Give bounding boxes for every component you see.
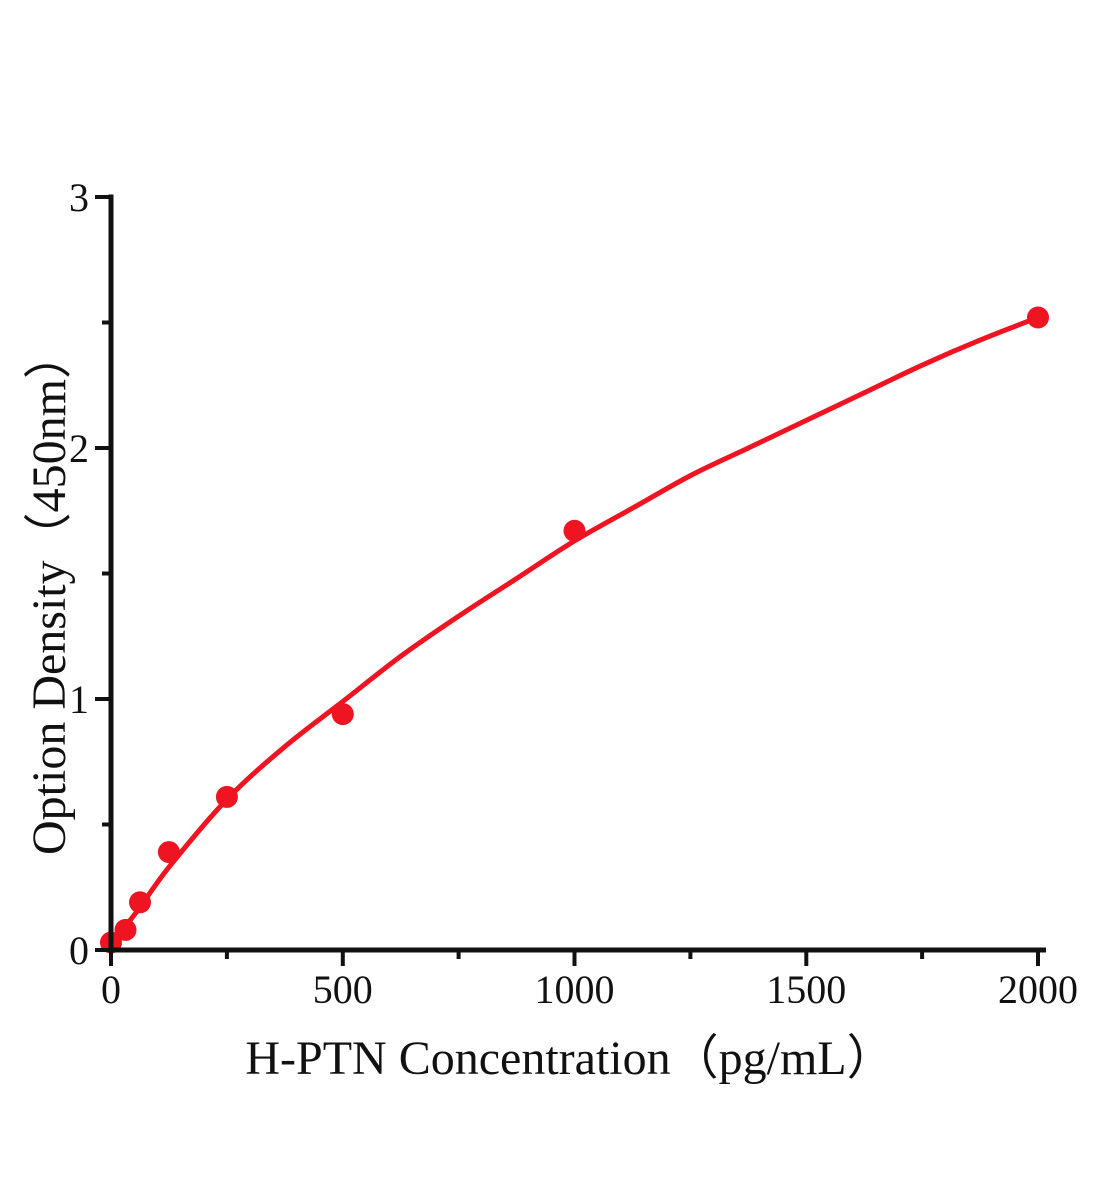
x-tick-label: 1500: [766, 967, 846, 1012]
data-point: [129, 891, 151, 914]
x-tick-label: 1000: [535, 967, 615, 1012]
data-point: [1027, 306, 1049, 329]
data-point: [114, 918, 137, 941]
x-axis-title: H-PTN Concentration（pg/mL）: [245, 1032, 895, 1085]
data-point: [331, 703, 354, 726]
data-point: [157, 841, 180, 864]
data-point: [563, 519, 586, 542]
y-tick-label: 0: [69, 928, 89, 973]
x-tick-label: 500: [313, 967, 373, 1012]
y-axis-title: Option Density（450nm）: [23, 331, 76, 855]
x-tick-label: 0: [101, 967, 121, 1012]
y-tick-label: 3: [69, 175, 89, 220]
fit-curve: [108, 315, 1041, 948]
x-tick-label: 2000: [998, 967, 1078, 1012]
y-tick-label: 1: [69, 677, 89, 722]
y-tick-label: 2: [69, 426, 89, 471]
data-point: [215, 785, 238, 808]
